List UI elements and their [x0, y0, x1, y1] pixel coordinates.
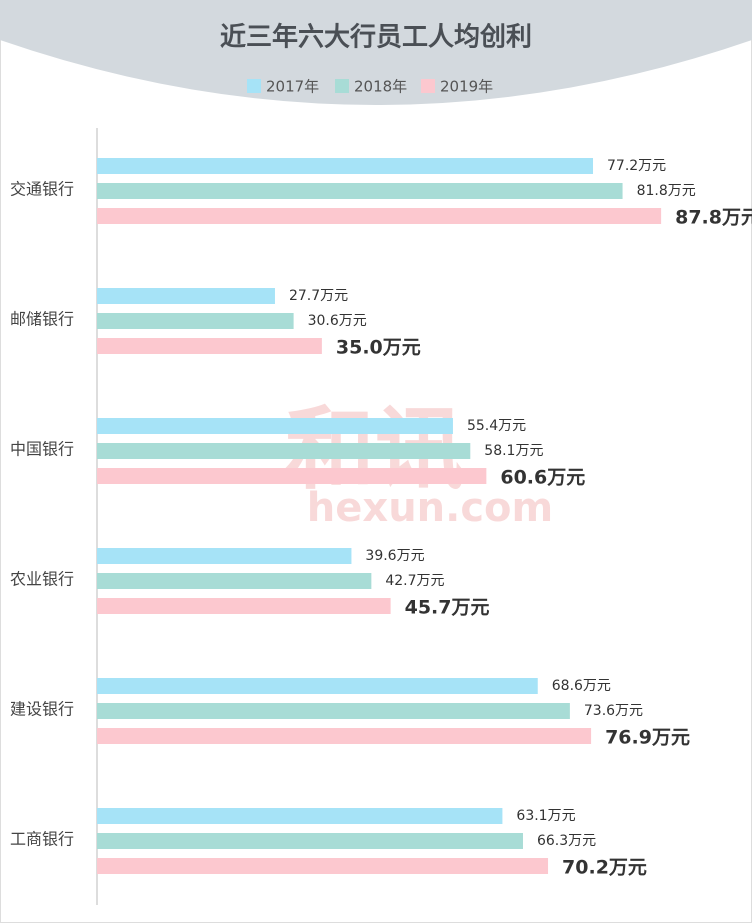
legend-swatch [335, 79, 349, 93]
chart-title: 近三年六大行员工人均创利 [220, 22, 532, 53]
bar [97, 313, 294, 329]
bar [97, 468, 487, 484]
bar [97, 703, 570, 719]
bar [97, 548, 352, 564]
legend-label: 2019年 [440, 78, 493, 96]
data-label: 68.6万元 [552, 678, 611, 694]
data-label: 63.1万元 [516, 808, 575, 824]
bar [97, 858, 549, 874]
y-tick-label: 中国银行 [10, 440, 74, 459]
y-tick-label: 交通银行 [10, 180, 74, 199]
data-label: 45.7万元 [405, 597, 490, 619]
data-label: 73.6万元 [584, 703, 643, 719]
bar [97, 833, 523, 849]
data-label: 55.4万元 [467, 418, 526, 434]
y-tick-label: 邮储银行 [10, 310, 74, 329]
legend-swatch [247, 79, 261, 93]
bar [97, 418, 453, 434]
data-label: 42.7万元 [385, 573, 444, 589]
bar [97, 183, 623, 199]
bar [97, 288, 275, 304]
bar [97, 443, 471, 459]
bar [97, 728, 592, 744]
y-tick-label: 工商银行 [10, 830, 74, 849]
data-label: 27.7万元 [289, 288, 348, 304]
data-label: 35.0万元 [336, 337, 421, 359]
bar [97, 338, 322, 354]
data-label: 76.9万元 [605, 727, 690, 749]
bar [97, 598, 391, 614]
bar [97, 808, 503, 824]
bar [97, 573, 372, 589]
data-label: 39.6万元 [365, 548, 424, 564]
bar [97, 678, 538, 694]
data-label: 77.2万元 [607, 158, 666, 174]
bar [97, 158, 594, 174]
watermark: 和讯 hexun.com [285, 397, 553, 531]
watermark-site: hexun.com [307, 485, 553, 531]
data-label: 58.1万元 [484, 443, 543, 459]
data-label: 30.6万元 [308, 313, 367, 329]
bar [97, 208, 662, 224]
data-label: 81.8万元 [637, 183, 696, 199]
legend-swatch [421, 79, 435, 93]
y-tick-label: 农业银行 [10, 570, 74, 589]
y-tick-label: 建设银行 [10, 700, 74, 719]
title-background [0, 0, 752, 105]
legend-label: 2018年 [354, 78, 407, 96]
data-label: 87.8万元 [675, 207, 752, 229]
legend-label: 2017年 [266, 78, 319, 96]
data-label: 66.3万元 [537, 833, 596, 849]
data-label: 60.6万元 [500, 467, 585, 489]
data-label: 70.2万元 [562, 857, 647, 879]
